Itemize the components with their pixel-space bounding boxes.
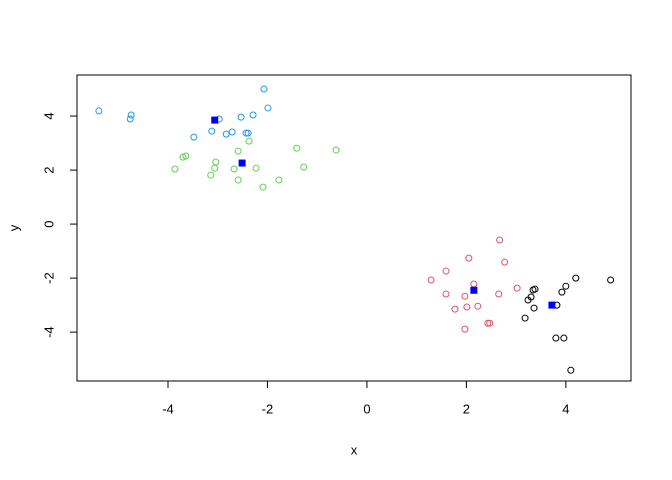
x-tick-label: -4 — [162, 401, 174, 416]
point — [259, 183, 267, 191]
point — [442, 290, 450, 298]
point — [461, 325, 469, 333]
point — [495, 290, 503, 298]
point — [264, 104, 272, 112]
point — [249, 111, 257, 119]
point — [127, 111, 135, 119]
point — [572, 274, 580, 282]
point — [230, 165, 238, 173]
point — [562, 282, 570, 290]
point — [179, 153, 187, 161]
center-point — [238, 159, 246, 167]
center-point — [548, 301, 556, 309]
point — [237, 113, 245, 121]
point — [208, 127, 216, 135]
y-tick-label: -2 — [41, 272, 56, 284]
point — [461, 292, 469, 300]
point — [190, 133, 198, 141]
x-tick-label: -2 — [262, 401, 274, 416]
point — [207, 171, 215, 179]
point — [470, 280, 478, 288]
point — [521, 314, 529, 322]
point — [558, 288, 566, 296]
point — [252, 164, 260, 172]
point — [242, 129, 250, 137]
point — [245, 137, 253, 145]
y-tick-label: -4 — [41, 326, 56, 338]
point — [234, 176, 242, 184]
point — [531, 285, 539, 293]
point — [182, 152, 190, 160]
point — [126, 115, 134, 123]
point — [513, 284, 521, 292]
point — [222, 130, 230, 138]
center-point — [211, 116, 219, 124]
point — [427, 276, 435, 284]
point — [275, 176, 283, 184]
point — [212, 158, 220, 166]
point — [260, 85, 268, 93]
y-tick-label: 4 — [41, 112, 56, 119]
point — [474, 302, 482, 310]
y-axis-label: y — [6, 224, 21, 231]
point — [607, 276, 615, 284]
point — [560, 334, 568, 342]
x-tick-label: 2 — [463, 401, 470, 416]
point — [486, 319, 494, 327]
x-tick-label: 4 — [562, 401, 569, 416]
point — [293, 144, 301, 152]
point — [527, 293, 535, 301]
point — [332, 146, 340, 154]
point — [95, 107, 103, 115]
point — [567, 366, 575, 374]
point — [530, 304, 538, 312]
point — [501, 258, 509, 266]
x-tick-label: 0 — [363, 401, 370, 416]
point — [451, 305, 459, 313]
point — [463, 303, 471, 311]
center-point — [470, 286, 478, 294]
point — [171, 165, 179, 173]
point — [228, 128, 236, 136]
plot-box — [76, 74, 632, 382]
point — [496, 236, 504, 244]
x-axis-label: x — [351, 442, 358, 457]
point — [442, 267, 450, 275]
point — [465, 254, 473, 262]
y-tick-label: 0 — [41, 220, 56, 227]
y-tick-label: 2 — [41, 166, 56, 173]
point — [234, 147, 242, 155]
point — [211, 164, 219, 172]
point — [300, 163, 308, 171]
point — [484, 319, 492, 327]
point — [244, 129, 252, 137]
point — [552, 334, 560, 342]
